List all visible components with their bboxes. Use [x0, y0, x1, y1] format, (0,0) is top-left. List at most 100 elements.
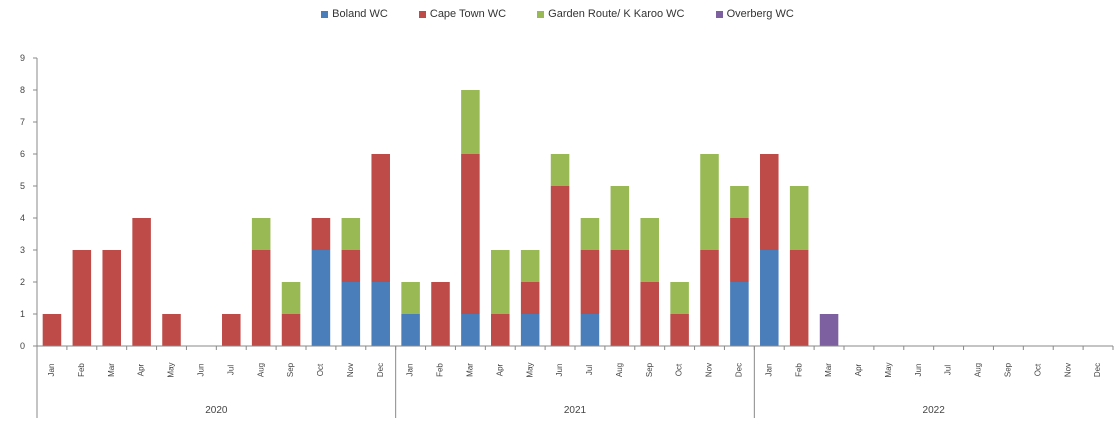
- x-tick-label-5: Jun: [196, 364, 205, 377]
- bar-segment-mar-14-series-2: [461, 90, 480, 154]
- x-tick-label-32: Sep: [1003, 362, 1012, 377]
- bar-segment-jun-17-series-1: [550, 186, 570, 346]
- y-tick-label-1: 1: [20, 309, 25, 319]
- x-tick-label-0: Jan: [47, 364, 56, 377]
- x-tick-label-13: Feb: [436, 363, 445, 377]
- legend-item-cape-town: Cape Town WC: [418, 8, 507, 21]
- x-tick-label-2: Mar: [107, 363, 116, 377]
- bar-segment-jan-12-series-0: [401, 314, 420, 346]
- bar-segment-nov-10-series-1: [341, 250, 361, 282]
- x-tick-label-14: Mar: [465, 363, 474, 377]
- x-tick-label-30: Jul: [944, 365, 953, 375]
- x-tick-label-4: May: [167, 362, 176, 377]
- bar-segment-oct-9-series-0: [311, 250, 331, 346]
- y-tick-label-6: 6: [20, 149, 25, 159]
- y-tick-label-4: 4: [20, 213, 25, 223]
- y-tick-label-9: 9: [20, 53, 25, 63]
- legend-item-boland: Boland WC: [321, 8, 388, 20]
- chart-legend: Boland WC Cape Town WC Garden Route/ K K…: [0, 8, 1115, 20]
- x-tick-label-33: Oct: [1033, 363, 1042, 376]
- bar-segment-jan-24-series-0: [760, 250, 779, 346]
- x-tick-label-12: Jan: [406, 364, 415, 377]
- x-tick-label-24: Jan: [764, 364, 773, 377]
- bar-segment-aug-19-series-1: [610, 250, 630, 346]
- bar-segment-may-4-series-1: [162, 314, 181, 346]
- bar-segment-jan-24-series-1: [760, 154, 779, 250]
- bar-segment-dec-11-series-1: [371, 154, 390, 282]
- bar-segment-sep-8-series-2: [281, 282, 301, 314]
- x-tick-label-7: Aug: [256, 363, 265, 377]
- bar-segment-oct-21-series-1: [670, 314, 689, 346]
- x-tick-label-27: Apr: [854, 363, 863, 376]
- legend-label-cape-town: Cape Town WC: [429, 8, 507, 21]
- bar-segment-sep-20-series-2: [640, 218, 659, 282]
- bar-segment-mar-26-series-3: [819, 314, 839, 346]
- bar-segment-mar-14-series-0: [461, 314, 480, 346]
- y-tick-label-7: 7: [20, 117, 25, 127]
- bars-layer: [42, 90, 839, 346]
- bar-segment-may-16-series-1: [520, 282, 540, 314]
- bar-segment-mar-2-series-1: [102, 250, 121, 346]
- bar-segment-may-16-series-2: [520, 250, 540, 282]
- x-axis: Jan Feb Mar Apr May Jun Jul Aug Sep Oct Nov Dec Jan F…: [36, 345, 1114, 418]
- bar-segment-feb-25-series-1: [789, 250, 809, 346]
- x-tick-label-17: Jun: [555, 364, 564, 377]
- x-tick-label-10: Nov: [346, 363, 355, 377]
- bar-segment-aug-7-series-2: [251, 218, 271, 250]
- bar-segment-aug-7-series-1: [251, 250, 271, 346]
- bar-segment-jul-18-series-1: [580, 250, 600, 314]
- y-tick-label-3: 3: [20, 245, 25, 255]
- legend-label-garden-route: Garden Route/ K Karoo WC: [548, 8, 685, 21]
- y-tick-label-2: 2: [20, 277, 25, 287]
- x-tick-label-34: Nov: [1063, 363, 1072, 377]
- bar-segment-jun-17-series-2: [550, 154, 570, 186]
- bar-segment-jul-18-series-2: [580, 218, 600, 250]
- bar-segment-nov-10-series-2: [341, 218, 361, 250]
- bar-segment-feb-1-series-1: [72, 250, 92, 346]
- x-tick-label-25: Feb: [794, 363, 803, 377]
- bar-segment-sep-8-series-1: [281, 314, 301, 346]
- x-tick-label-6: Jul: [226, 365, 235, 375]
- x-tick-label-1: Feb: [77, 363, 86, 377]
- bar-segment-dec-23-series-0: [730, 282, 749, 346]
- group-label-2021: 2021: [564, 405, 587, 416]
- x-tick-label-3: Apr: [137, 363, 146, 376]
- bar-segment-feb-25-series-2: [789, 186, 809, 250]
- x-tick-label-19: Aug: [615, 363, 624, 377]
- bar-segment-sep-20-series-1: [640, 282, 659, 346]
- bar-segment-jul-6-series-1: [222, 314, 241, 346]
- legend-label-overberg: Overberg WC: [726, 8, 794, 21]
- x-tick-label-31: Aug: [974, 363, 983, 377]
- bar-segment-jan-12-series-2: [401, 282, 420, 314]
- x-tick-label-29: Jun: [914, 364, 923, 377]
- bar-segment-mar-14-series-1: [461, 154, 480, 314]
- legend-swatch-boland: [321, 10, 329, 18]
- y-axis: 0 1 2 3 4 5 6 7 8 9: [20, 53, 38, 351]
- bar-segment-may-16-series-0: [520, 314, 540, 346]
- x-tick-label-15: Apr: [495, 363, 504, 376]
- x-tick-label-18: Jul: [585, 365, 594, 375]
- bar-segment-dec-23-series-2: [730, 186, 749, 218]
- legend-label-boland: Boland WC: [332, 8, 388, 21]
- bar-segment-apr-15-series-2: [491, 250, 510, 314]
- bar-segment-oct-9-series-1: [311, 218, 331, 250]
- bar-segment-nov-10-series-0: [341, 282, 361, 346]
- x-tick-label-9: Oct: [316, 363, 325, 376]
- y-tick-label-0: 0: [20, 341, 25, 351]
- x-tick-label-35: Dec: [1093, 363, 1102, 377]
- bar-segment-apr-15-series-1: [491, 314, 510, 346]
- legend-swatch-cape-town: [418, 10, 426, 18]
- x-tick-label-26: Mar: [824, 363, 833, 377]
- legend-swatch-overberg: [715, 10, 723, 18]
- group-label-2020: 2020: [205, 405, 228, 416]
- bar-segment-jan-0-series-1: [42, 314, 62, 346]
- bar-segment-oct-21-series-2: [670, 282, 689, 314]
- bar-segment-nov-22-series-1: [700, 250, 719, 346]
- group-label-2022: 2022: [923, 405, 946, 416]
- x-tick-label-11: Dec: [376, 363, 385, 377]
- bar-segment-jul-18-series-0: [580, 314, 600, 346]
- bar-segment-nov-22-series-2: [700, 154, 719, 250]
- x-tick-label-8: Sep: [286, 362, 295, 377]
- legend-swatch-garden-route: [537, 10, 545, 18]
